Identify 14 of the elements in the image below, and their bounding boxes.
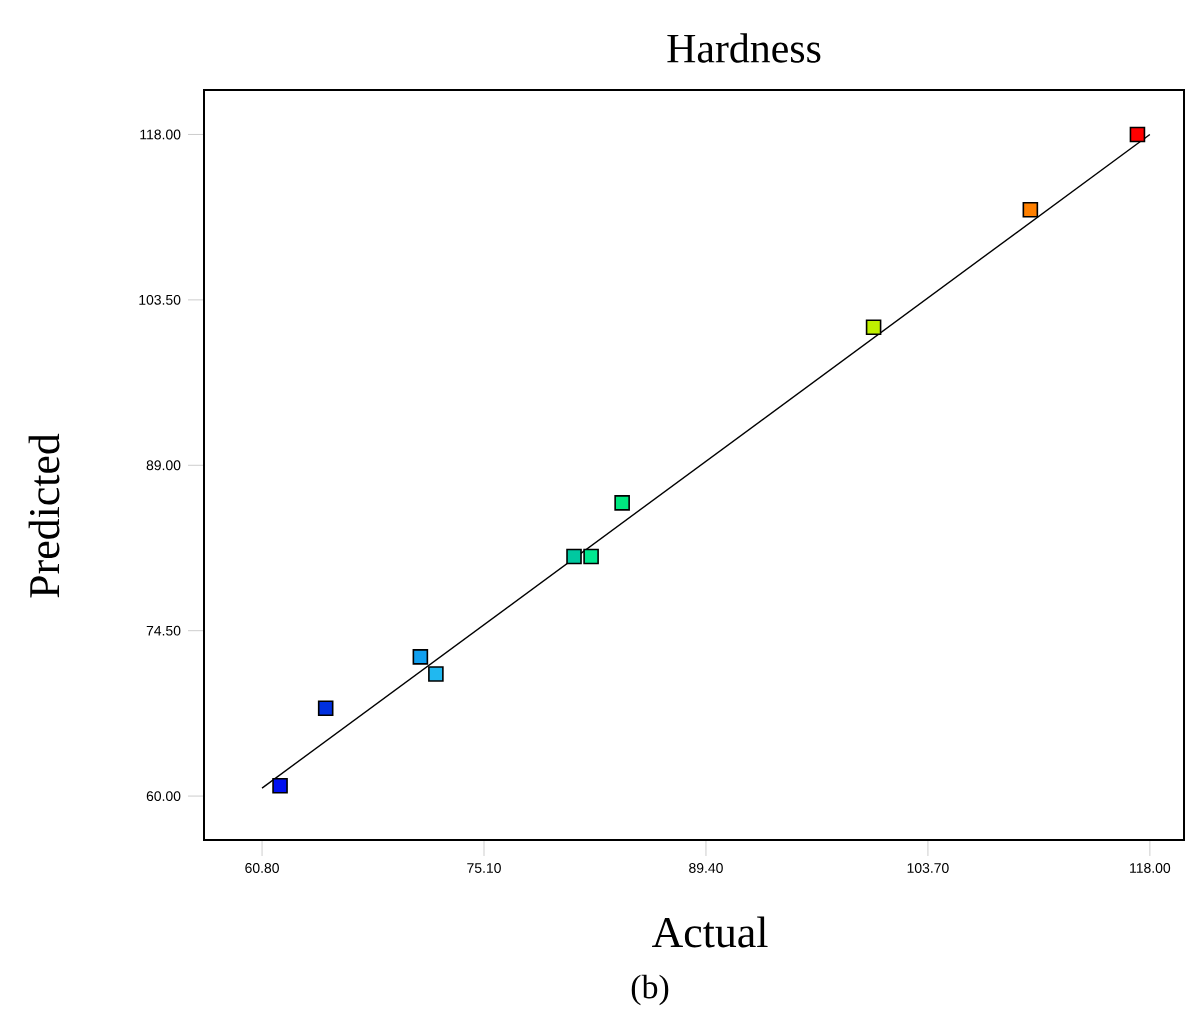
chart-title: Hardness [667,33,821,63]
point [566,548,582,565]
point [1022,201,1039,218]
y-axis-title: Predicted [28,433,60,598]
point [583,548,599,565]
point [412,649,429,665]
point [428,666,444,682]
point [614,495,630,511]
point [1129,126,1146,143]
point [317,700,334,717]
point [865,319,882,336]
point [272,778,288,794]
x-axis-title: Actual [652,916,768,948]
text: (b) [631,974,669,1006]
